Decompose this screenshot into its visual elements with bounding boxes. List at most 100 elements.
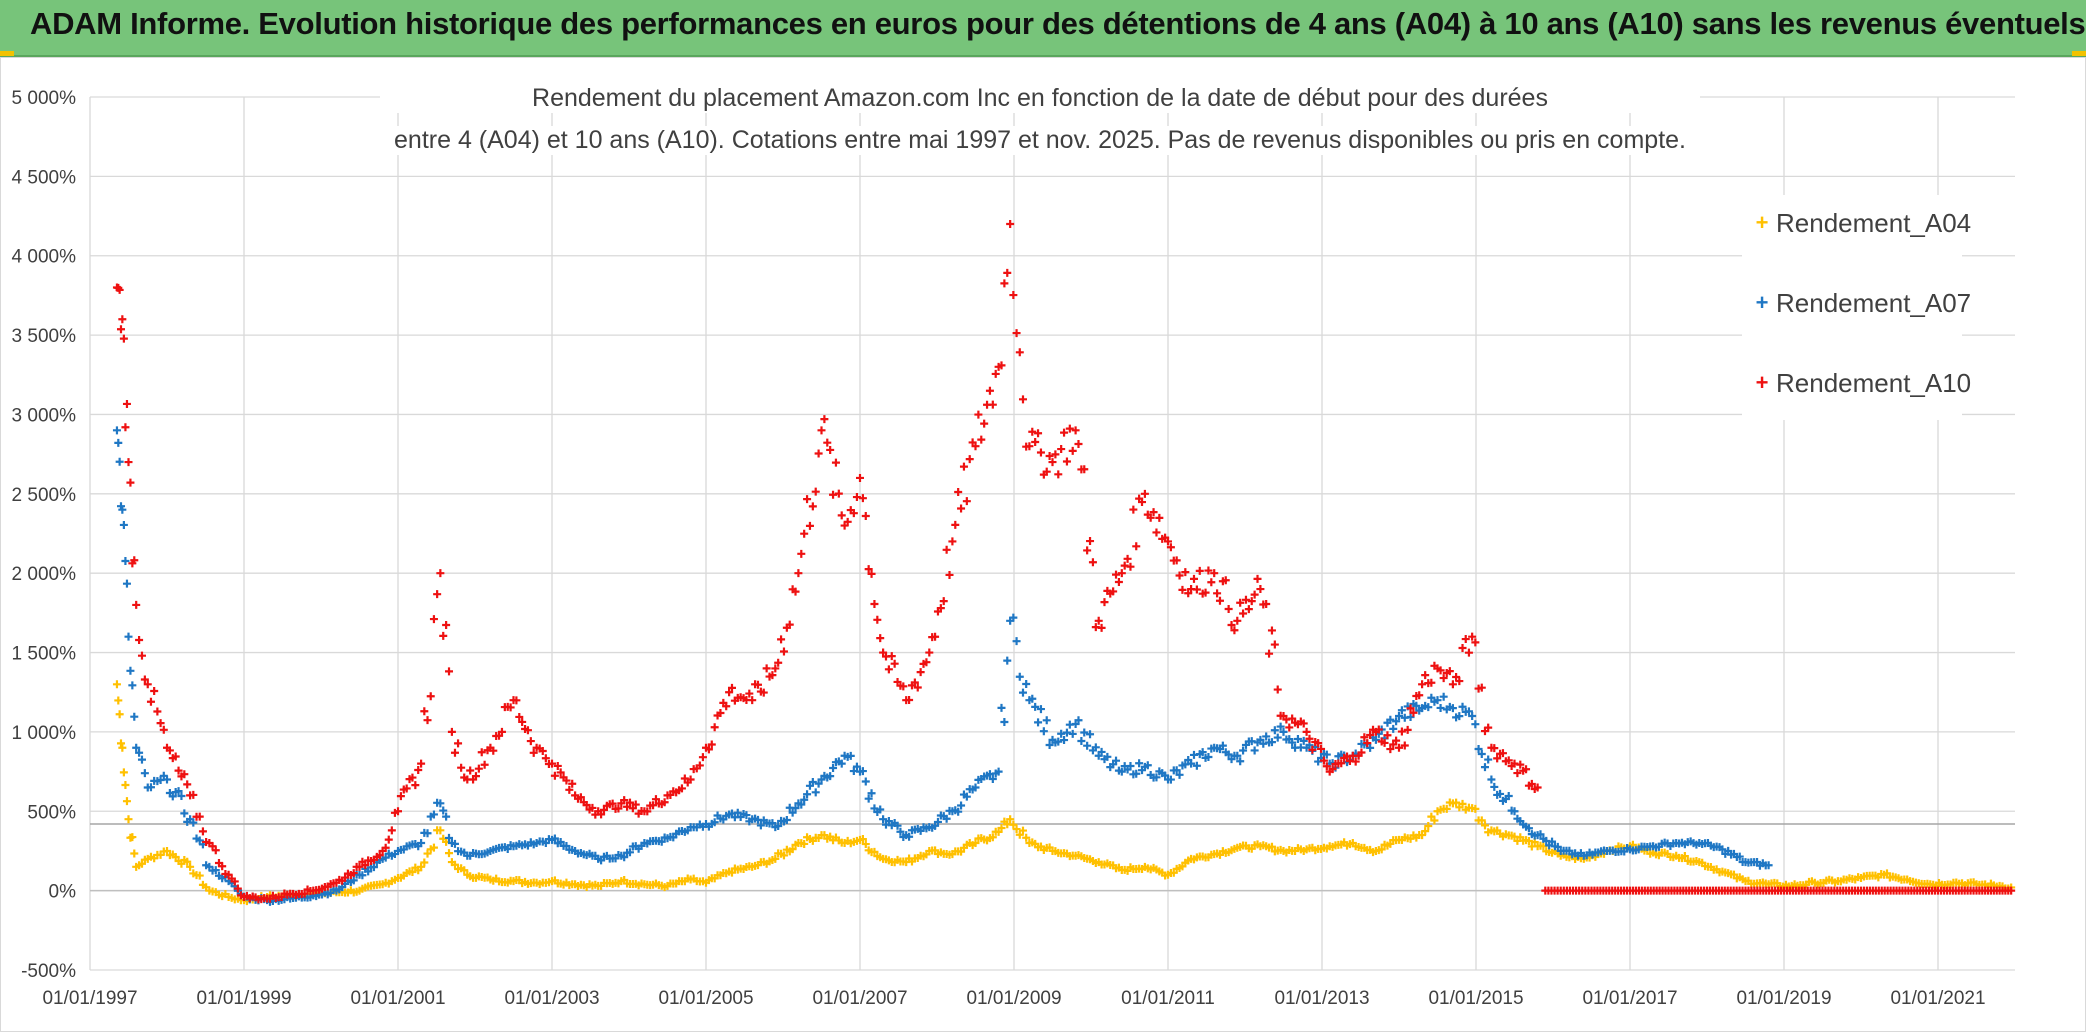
marker-rendement-a10 (387, 826, 396, 835)
marker-rendement-a10 (631, 800, 640, 809)
marker-rendement-a10 (1270, 640, 1279, 649)
x-tick-label: 01/01/2021 (1890, 988, 1985, 1009)
marker-rendement-a10 (829, 490, 838, 499)
marker-rendement-a10 (1175, 571, 1184, 580)
marker-rendement-a07 (450, 839, 459, 848)
marker-rendement-a07 (1487, 775, 1496, 784)
marker-rendement-a10 (777, 635, 786, 644)
marker-rendement-a10 (791, 587, 800, 596)
marker-rendement-a10 (808, 502, 817, 511)
marker-rendement-a10 (1230, 626, 1239, 635)
marker-rendement-a04 (186, 862, 195, 871)
marker-rendement-a10 (1028, 427, 1037, 436)
marker-rendement-a07 (1161, 771, 1170, 780)
marker-rendement-a10 (480, 760, 489, 769)
marker-rendement-a10 (1366, 730, 1375, 739)
marker-rendement-a04 (788, 845, 797, 854)
marker-rendement-a10 (1060, 428, 1069, 437)
marker-rendement-a10 (1299, 719, 1308, 728)
marker-rendement-a07 (1003, 656, 1012, 665)
marker-rendement-a07 (837, 759, 846, 768)
marker-rendement-a07 (1012, 637, 1021, 646)
marker-rendement-a07 (957, 801, 966, 810)
marker-rendement-a07 (1288, 738, 1297, 747)
marker-rendement-a10 (132, 600, 141, 609)
marker-rendement-a07 (1436, 703, 1445, 712)
marker-rendement-a07 (114, 438, 123, 447)
marker-rendement-a10 (1461, 635, 1470, 644)
marker-rendement-a10 (1025, 442, 1034, 451)
marker-rendement-a07 (1143, 761, 1152, 770)
marker-rendement-a10 (1317, 744, 1326, 753)
marker-rendement-a10 (506, 703, 515, 712)
marker-rendement-a10 (1048, 458, 1057, 467)
marker-rendement-a10 (1088, 558, 1097, 567)
marker-rendement-a10 (361, 861, 370, 870)
x-tick-label: 01/01/2015 (1428, 988, 1523, 1009)
marker-rendement-a10 (1034, 429, 1043, 438)
marker-rendement-a10 (454, 739, 463, 748)
marker-rendement-a07 (905, 832, 914, 841)
marker-rendement-a10 (858, 494, 867, 503)
marker-rendement-a10 (1241, 595, 1250, 604)
marker-rendement-a10 (1236, 598, 1245, 607)
marker-rendement-a10 (130, 556, 139, 565)
marker-rendement-a07 (550, 834, 559, 843)
y-tick-label: 4 500% (12, 167, 77, 188)
marker-rendement-a07 (988, 775, 997, 784)
marker-rendement-a10 (1374, 725, 1383, 734)
marker-rendement-a07 (997, 703, 1006, 712)
marker-rendement-a10 (411, 781, 420, 790)
marker-rendement-a10 (477, 748, 486, 757)
marker-rendement-a10 (497, 727, 506, 736)
marker-rendement-a10 (124, 458, 133, 467)
marker-rendement-a10 (556, 768, 565, 777)
marker-rendement-a10 (394, 807, 402, 816)
marker-rendement-a10 (1204, 566, 1213, 575)
marker-rendement-a10 (861, 512, 870, 521)
marker-rendement-a07 (814, 779, 823, 788)
marker-rendement-a07 (1480, 763, 1489, 772)
marker-rendement-a07 (140, 769, 149, 778)
marker-rendement-a04 (1477, 816, 1486, 825)
marker-rendement-a10 (1207, 578, 1216, 587)
marker-rendement-a07 (1057, 729, 1066, 738)
marker-rendement-a07 (1135, 759, 1144, 768)
marker-rendement-a07 (126, 666, 135, 675)
marker-rendement-a10 (119, 334, 128, 343)
marker-rendement-a10 (954, 487, 963, 496)
marker-rendement-a04 (1267, 842, 1276, 851)
marker-rendement-a10 (1164, 537, 1172, 546)
marker-rendement-a10 (1406, 704, 1415, 713)
x-tick-label: 01/01/2003 (504, 988, 599, 1009)
marker-rendement-a10 (1224, 605, 1233, 614)
x-tick-label: 01/01/1999 (196, 988, 291, 1009)
marker-rendement-a07 (1060, 736, 1069, 745)
marker-rendement-a10 (588, 803, 597, 812)
marker-rendement-a04 (124, 815, 133, 824)
marker-rendement-a10 (1227, 620, 1236, 629)
marker-rendement-a10 (1132, 542, 1141, 551)
marker-rendement-a07 (1496, 789, 1505, 798)
marker-rendement-a10 (1421, 671, 1430, 680)
marker-rendement-a10 (826, 445, 835, 454)
marker-rendement-a04 (460, 866, 469, 875)
marker-rendement-a10 (748, 696, 757, 705)
marker-rendement-a10 (686, 775, 695, 784)
marker-rendement-a10 (1051, 450, 1060, 459)
marker-rendement-a10 (1400, 741, 1409, 750)
marker-rendement-a04 (163, 846, 171, 855)
marker-rendement-a10 (1215, 596, 1224, 605)
marker-rendement-a07 (429, 810, 438, 819)
marker-rendement-a10 (1392, 736, 1401, 745)
marker-rendement-a10 (811, 487, 820, 496)
marker-rendement-a07 (1009, 613, 1018, 622)
marker-rendement-a07 (1424, 703, 1433, 712)
marker-rendement-a04 (450, 860, 459, 869)
marker-rendement-a10 (538, 746, 547, 755)
marker-rendement-a10 (774, 658, 783, 667)
marker-rendement-a07 (1279, 727, 1288, 736)
x-tick-label: 01/01/2005 (658, 988, 753, 1009)
marker-rendement-a07 (1270, 726, 1279, 735)
marker-rendement-a10 (677, 784, 686, 793)
